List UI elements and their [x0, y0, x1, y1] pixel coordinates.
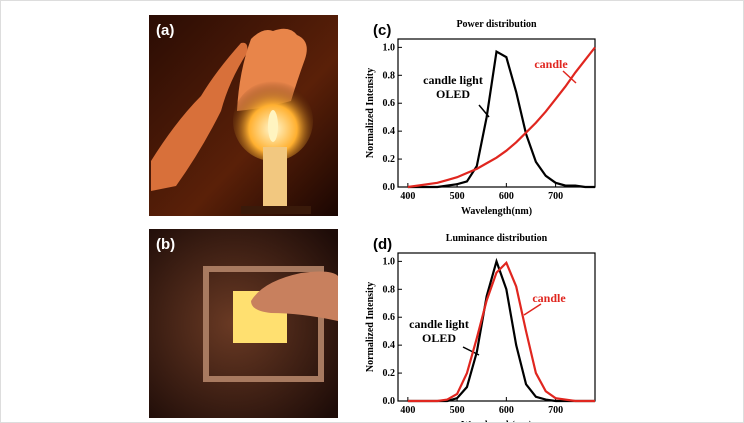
- chart-title: Power distribution: [456, 19, 537, 30]
- panel-label: (a): [156, 22, 174, 39]
- series-label: candle: [534, 57, 568, 71]
- y-tick-label: 0.6: [383, 312, 396, 323]
- series-label: candle: [532, 291, 566, 305]
- x-axis-label: Wavelength(nm): [461, 206, 532, 217]
- x-tick-label: 500: [450, 405, 465, 416]
- x-tick-label: 700: [548, 405, 563, 416]
- y-tick-label: 0.8: [383, 70, 396, 81]
- series-line: [407, 49, 595, 189]
- x-axis-label: Wavelength(nm): [461, 420, 532, 422]
- y-axis-label: Normalized Intensity: [365, 282, 376, 372]
- y-tick-label: 0.4: [383, 340, 396, 351]
- x-tick-label: 400: [400, 191, 415, 202]
- x-tick-label: 700: [548, 191, 563, 202]
- y-tick-label: 0.0: [383, 396, 396, 407]
- panel-label: (d): [373, 236, 392, 253]
- series-line: [407, 46, 596, 189]
- photo-candle: (a): [149, 15, 338, 216]
- photo-oled: (b): [149, 229, 338, 418]
- series-line: [407, 260, 595, 403]
- y-tick-label: 0.8: [383, 284, 396, 295]
- y-tick-label: 0.6: [383, 98, 396, 109]
- chart-title: Luminance distribution: [446, 233, 548, 244]
- panel-label: (b): [156, 236, 175, 253]
- x-tick-label: 500: [450, 191, 465, 202]
- panel-label: (c): [373, 22, 391, 39]
- y-tick-label: 0.0: [383, 182, 396, 193]
- series-label: candle light OLED: [409, 317, 469, 345]
- x-tick-label: 600: [499, 405, 514, 416]
- y-tick-label: 0.2: [383, 154, 396, 165]
- y-tick-label: 0.2: [383, 368, 396, 379]
- y-tick-label: 0.4: [383, 126, 396, 137]
- series-label: candle light OLED: [423, 73, 483, 101]
- y-axis-label: Normalized Intensity: [365, 68, 376, 158]
- y-tick-label: 1.0: [383, 42, 396, 53]
- y-tick-label: 1.0: [383, 256, 396, 267]
- x-tick-label: 600: [499, 191, 514, 202]
- plot-frame: [397, 38, 596, 188]
- x-tick-label: 400: [400, 405, 415, 416]
- plot-frame: [397, 252, 596, 402]
